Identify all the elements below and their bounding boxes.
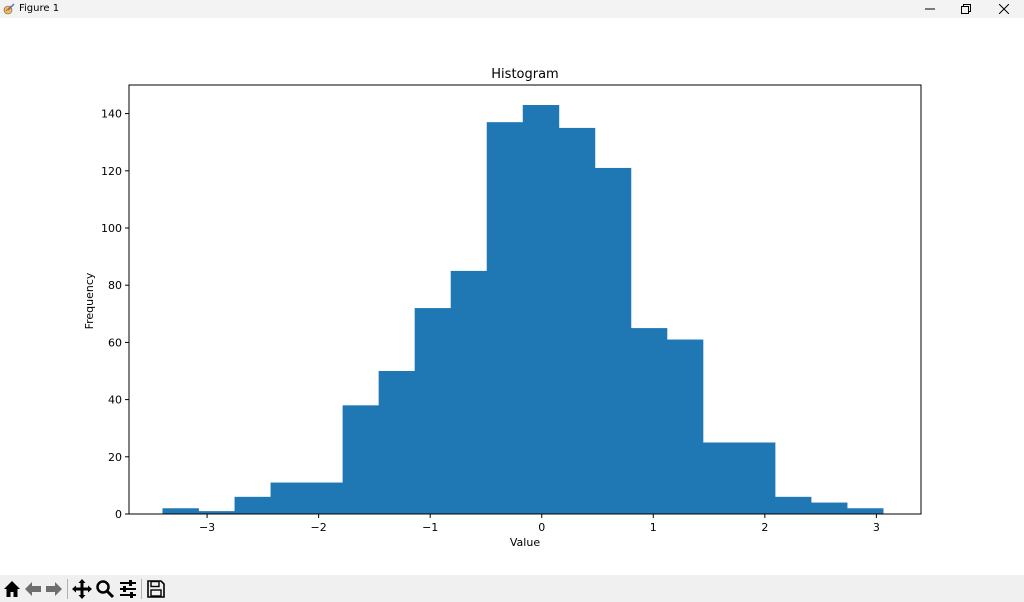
- y-tick-label: 120: [101, 165, 122, 178]
- histogram-bar: [306, 482, 344, 514]
- plot-frame: [128, 84, 922, 515]
- home-icon: [4, 581, 20, 597]
- histogram-bar: [234, 496, 271, 514]
- histogram-bar: [594, 167, 632, 514]
- close-button[interactable]: [986, 0, 1022, 18]
- zoom-icon: [96, 580, 115, 599]
- forward-icon: [46, 582, 62, 596]
- histogram-bar: [666, 339, 704, 514]
- histogram-bar: [738, 442, 776, 514]
- x-axis-label: Value: [510, 536, 540, 549]
- y-tick-label: 0: [115, 508, 122, 521]
- forward-button[interactable]: [43, 578, 65, 600]
- back-button[interactable]: [22, 578, 44, 600]
- figure-canvas: −3 −2 −1 0 1 2 3 0 20 40 60 80 100 120 140 Histogram …: [0, 18, 1024, 575]
- pan-button[interactable]: [71, 578, 93, 600]
- x-tick-label: 1: [650, 521, 657, 534]
- app-icon: [3, 3, 15, 15]
- navigation-toolbar: [0, 575, 1024, 602]
- home-button[interactable]: [1, 578, 23, 600]
- configure-button[interactable]: [117, 578, 139, 600]
- y-tick-label: 40: [108, 394, 122, 407]
- histogram-bar: [702, 442, 740, 514]
- histogram-bar: [414, 308, 452, 514]
- x-tick-label: −1: [422, 521, 438, 534]
- restore-button[interactable]: [948, 0, 984, 18]
- save-icon: [147, 580, 165, 598]
- restore-icon: [961, 4, 971, 14]
- window-title: Figure 1: [19, 3, 60, 14]
- x-axis-ticks: −3 −2 −1 0 1 2 3: [199, 514, 880, 534]
- histogram-bar: [558, 127, 596, 515]
- histogram-bar: [811, 502, 848, 514]
- histogram-bar: [774, 496, 812, 514]
- histogram-bar: [486, 122, 524, 515]
- histogram-bar: [450, 270, 488, 514]
- minimize-icon: [925, 8, 935, 10]
- y-tick-label: 140: [101, 108, 122, 121]
- histogram-bar: [522, 105, 560, 515]
- histogram-bar: [162, 508, 199, 514]
- configure-icon: [120, 580, 136, 598]
- y-axis-label: Frequency: [83, 272, 96, 329]
- close-icon: [999, 4, 1009, 14]
- bars-group: [162, 105, 884, 515]
- toolbar-separator: [141, 579, 142, 599]
- y-axis-ticks: 0 20 40 60 80 100 120 140: [101, 108, 129, 521]
- x-tick-label: −3: [199, 521, 215, 534]
- save-button[interactable]: [145, 578, 167, 600]
- minimize-button[interactable]: [912, 0, 948, 18]
- pan-icon: [72, 579, 92, 599]
- y-tick-label: 100: [101, 222, 122, 235]
- histogram-bar: [847, 508, 884, 514]
- back-icon: [25, 582, 41, 596]
- x-tick-label: 2: [761, 521, 768, 534]
- histogram-bar: [630, 328, 668, 514]
- y-tick-label: 80: [108, 279, 122, 292]
- toolbar-separator: [67, 579, 68, 599]
- histogram-bar: [342, 405, 380, 514]
- x-tick-label: 0: [538, 521, 545, 534]
- histogram-bar: [198, 511, 235, 514]
- x-tick-label: 3: [873, 521, 880, 534]
- y-tick-label: 20: [108, 451, 122, 464]
- histogram-bar: [270, 482, 307, 514]
- x-tick-label: −2: [311, 521, 327, 534]
- histogram-bar: [378, 371, 416, 514]
- zoom-button[interactable]: [94, 578, 116, 600]
- window-titlebar: Figure 1: [0, 0, 1024, 18]
- chart-title: Histogram: [491, 67, 558, 82]
- y-tick-label: 60: [108, 336, 122, 349]
